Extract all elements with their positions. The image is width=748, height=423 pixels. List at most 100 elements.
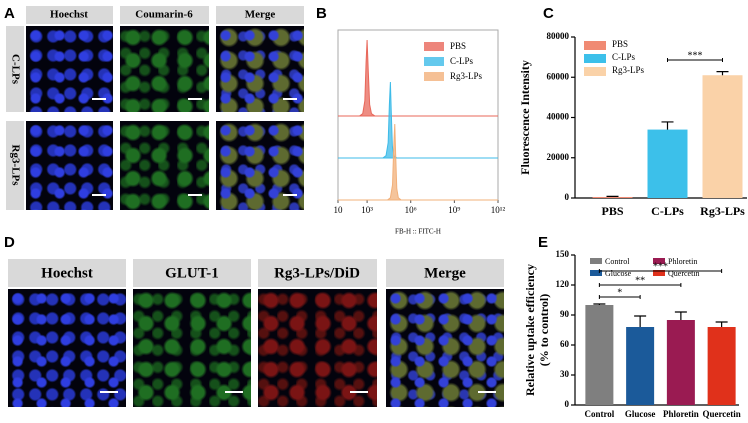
bar <box>707 327 736 405</box>
significance-bracket <box>598 283 682 287</box>
y-tick-label: 80000 <box>547 31 570 41</box>
column-header: Merge <box>424 265 466 281</box>
legend-label: Phloretin <box>668 257 697 266</box>
histogram-curve <box>359 39 376 117</box>
x-tick-label: Control <box>584 409 614 419</box>
panel-label: D <box>4 234 15 251</box>
legend-swatch <box>584 54 606 63</box>
panel-label: C <box>543 5 554 22</box>
micrograph <box>216 121 304 210</box>
y-axis-label: Fluorescence Intensity <box>518 60 532 175</box>
column-header: Hoechst <box>41 265 93 281</box>
y-tick-label: 120 <box>556 279 570 289</box>
column-header: Merge <box>245 9 276 21</box>
x-tick-label: Glucose <box>625 409 656 419</box>
legend-swatch <box>584 41 606 50</box>
y-tick-label: 0 <box>565 399 570 409</box>
x-axis-label: FB-H :: FITC-H <box>395 228 441 236</box>
x-tick-label: 10⁶ <box>405 205 417 215</box>
micrograph <box>258 289 377 407</box>
error-bar <box>606 195 619 197</box>
significance-label: *** <box>653 261 668 272</box>
header-box <box>258 259 377 287</box>
y-tick-label: 90 <box>560 309 570 319</box>
significance-bracket <box>667 58 723 62</box>
bar <box>702 75 743 198</box>
header-box <box>6 26 24 112</box>
bar <box>626 327 655 405</box>
header-box <box>6 121 24 210</box>
row-header: C-LPs <box>9 54 21 85</box>
column-header: Rg3-LPs/DiD <box>274 265 360 281</box>
significance-label: ** <box>635 275 645 286</box>
legend-label: Glucose <box>605 269 632 278</box>
legend-label: Control <box>605 257 630 266</box>
y-tick-label: 0 <box>565 192 570 202</box>
legend-label: PBS <box>612 39 628 49</box>
micrograph <box>26 26 113 112</box>
legend-label: Quercetin <box>668 269 700 278</box>
legend-swatch <box>424 57 444 66</box>
x-tick-label: 10³ <box>361 205 373 215</box>
legend-label: Rg3-LPs <box>612 65 645 75</box>
legend-swatch <box>590 258 602 264</box>
significance-label: *** <box>688 50 703 61</box>
significance-bracket <box>598 295 641 299</box>
y-tick-label: 150 <box>556 249 570 259</box>
significance-label: * <box>617 287 622 298</box>
micrograph <box>120 121 209 210</box>
legend-swatch <box>584 67 606 76</box>
header-box <box>133 259 251 287</box>
legend-label: C-LPs <box>612 52 636 62</box>
error-bar <box>674 311 687 320</box>
legend-swatch <box>424 72 444 81</box>
header-box <box>120 6 209 24</box>
legend-label: Rg3-LPs <box>450 71 483 81</box>
header-box <box>26 6 113 24</box>
column-header: GLUT-1 <box>165 265 219 281</box>
panel-label: A <box>4 5 15 22</box>
error-bar <box>716 71 729 76</box>
x-tick-label: 10 <box>334 205 344 215</box>
y-tick-label: 60000 <box>547 71 570 81</box>
micrograph <box>26 121 113 210</box>
header-box <box>8 259 126 287</box>
y-axis-label: Relative uptake efficiency <box>523 264 537 396</box>
legend-swatch <box>590 270 602 276</box>
x-tick-label: Quercetin <box>702 409 740 419</box>
header-box <box>386 259 504 287</box>
column-header: Coumarin-6 <box>135 9 193 21</box>
header-box <box>216 6 304 24</box>
panel-label: B <box>316 5 327 22</box>
bar <box>592 196 633 198</box>
histogram-curve <box>387 123 402 201</box>
legend-swatch <box>653 270 665 276</box>
row-header: Rg3-LPs <box>9 145 21 187</box>
error-bar <box>715 321 728 327</box>
x-tick-label: Rg3-LPs <box>700 204 745 218</box>
x-tick-label: PBS <box>601 204 623 218</box>
bar <box>647 129 688 198</box>
x-tick-label: 10⁹ <box>448 205 460 215</box>
legend-label: PBS <box>450 41 466 51</box>
micrograph <box>120 26 209 112</box>
legend-label: C-LPs <box>450 56 474 66</box>
bar <box>666 320 695 405</box>
x-tick-label: C-LPs <box>651 204 684 218</box>
significance-bracket <box>598 269 723 273</box>
panel-label: E <box>538 234 548 251</box>
error-bar <box>593 303 606 305</box>
micrograph <box>133 289 251 407</box>
y-axis-label: (% to control) <box>537 294 551 366</box>
y-tick-label: 40000 <box>547 112 570 122</box>
micrograph <box>386 289 504 407</box>
y-tick-label: 30 <box>560 369 570 379</box>
legend-swatch <box>653 258 665 264</box>
micrograph <box>8 289 126 407</box>
x-tick-label: 10¹² <box>491 205 506 215</box>
y-tick-label: 20000 <box>547 152 570 162</box>
error-bar <box>634 315 647 327</box>
column-header: Hoechst <box>50 9 88 21</box>
